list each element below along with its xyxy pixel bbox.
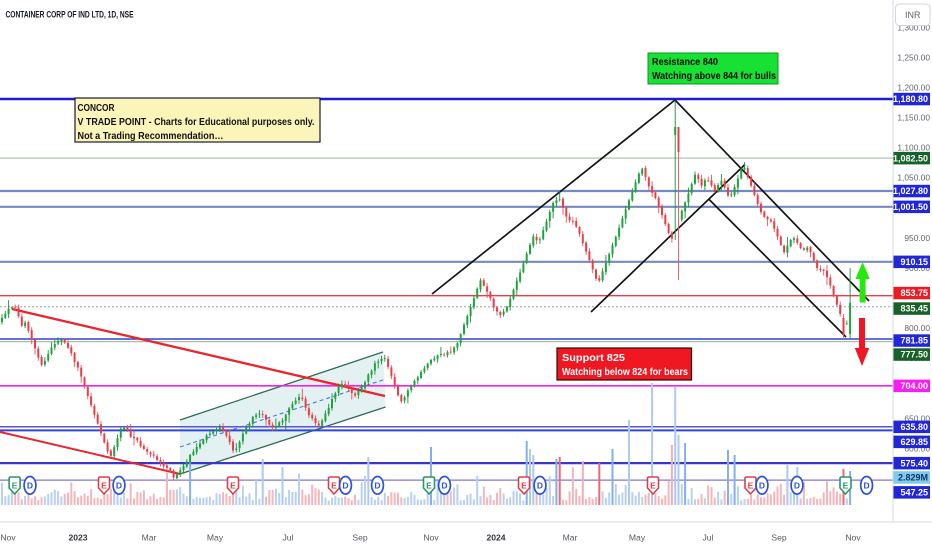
svg-text:2.829M: 2.829M [898, 473, 928, 483]
svg-text:Not a Trading Recommendation…: Not a Trading Recommendation… [78, 130, 224, 142]
svg-text:1,100.00: 1,100.00 [897, 143, 930, 153]
svg-text:Sep: Sep [771, 533, 787, 543]
svg-text:1,001.50: 1,001.50 [893, 202, 928, 212]
svg-text:Nov: Nov [0, 533, 16, 543]
svg-text:D: D [374, 481, 380, 491]
svg-text:Support 825: Support 825 [562, 352, 625, 364]
svg-text:E: E [12, 480, 18, 490]
svg-text:E: E [331, 480, 337, 490]
svg-text:E: E [650, 480, 656, 490]
svg-text:600.00: 600.00 [904, 443, 930, 453]
svg-text:950.00: 950.00 [904, 233, 930, 243]
svg-text:V TRADE POINT - Charts for Edu: V TRADE POINT - Charts for Educational p… [78, 116, 315, 128]
svg-text:Resistance 840: Resistance 840 [652, 56, 718, 68]
svg-text:Mar: Mar [142, 533, 157, 543]
svg-text:704.00: 704.00 [900, 381, 928, 391]
svg-text:E: E [748, 480, 754, 490]
svg-text:D: D [27, 481, 33, 491]
svg-text:CONCOR: CONCOR [78, 102, 115, 114]
svg-text:Nov: Nov [423, 533, 439, 543]
svg-text:D: D [116, 481, 122, 491]
svg-text:E: E [426, 480, 432, 490]
svg-text:D: D [759, 481, 765, 491]
svg-text:Jul: Jul [703, 533, 714, 543]
svg-text:853.75: 853.75 [900, 288, 928, 298]
svg-text:E: E [230, 480, 236, 490]
svg-text:1,150.00: 1,150.00 [897, 113, 930, 123]
svg-text:D: D [537, 481, 543, 491]
svg-text:629.85: 629.85 [900, 437, 928, 447]
svg-text:781.85: 781.85 [900, 336, 928, 346]
svg-text:D: D [864, 481, 870, 491]
svg-text:547.25: 547.25 [900, 488, 928, 498]
svg-text:1,300.00: 1,300.00 [897, 22, 930, 32]
svg-text:May: May [629, 533, 646, 543]
svg-text:Watching above 844 for bulls: Watching above 844 for bulls [652, 70, 776, 82]
svg-text:1,180.80: 1,180.80 [893, 94, 928, 104]
svg-text:650.00: 650.00 [904, 413, 930, 423]
svg-text:777.50: 777.50 [900, 350, 928, 360]
svg-text:D: D [342, 481, 348, 491]
svg-text:2024: 2024 [486, 533, 505, 543]
svg-text:1,027.80: 1,027.80 [893, 186, 928, 196]
svg-text:800.00: 800.00 [904, 323, 930, 333]
svg-text:E: E [843, 480, 849, 490]
svg-text:1,250.00: 1,250.00 [897, 52, 930, 62]
svg-text:Watching below 824 for bears: Watching below 824 for bears [562, 366, 688, 378]
svg-text:1,082.50: 1,082.50 [893, 153, 928, 163]
svg-text:INR: INR [905, 10, 921, 20]
svg-text:575.40: 575.40 [900, 458, 928, 468]
svg-text:Nov: Nov [845, 533, 861, 543]
svg-text:May: May [207, 533, 224, 543]
svg-text:Mar: Mar [563, 533, 578, 543]
svg-text:Jul: Jul [283, 533, 294, 543]
svg-text:E: E [521, 480, 527, 490]
svg-text:1,050.00: 1,050.00 [897, 173, 930, 183]
svg-text:Sep: Sep [352, 533, 368, 543]
svg-text:835.45: 835.45 [900, 304, 928, 314]
svg-text:D: D [794, 481, 800, 491]
svg-text:1,200.00: 1,200.00 [897, 83, 930, 93]
svg-text:635.80: 635.80 [900, 422, 928, 432]
svg-text:2023: 2023 [68, 533, 87, 543]
svg-text:E: E [101, 480, 107, 490]
svg-text:D: D [441, 481, 447, 491]
svg-text:910.15: 910.15 [900, 257, 928, 267]
svg-text:CONTAINER CORP OF IND LTD, 1D,: CONTAINER CORP OF IND LTD, 1D, NSE [6, 10, 134, 21]
